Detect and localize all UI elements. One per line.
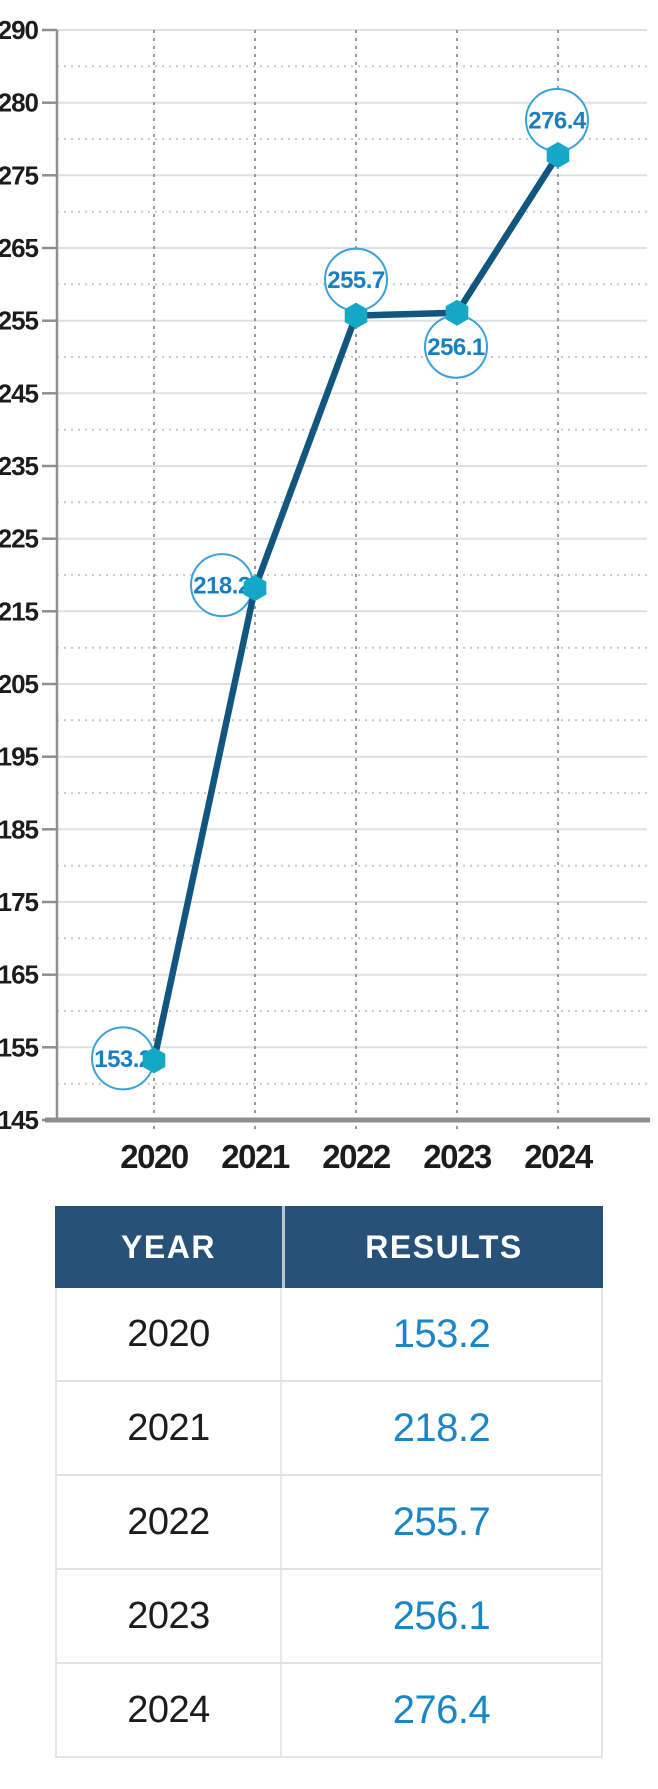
data-point-label: 276.4 [528, 108, 587, 135]
data-point-marker [243, 575, 267, 602]
y-axis-tick-label: 185 [0, 814, 39, 844]
y-axis-tick-label: 235 [0, 451, 39, 481]
y-axis-tick-label: 255 [0, 306, 39, 336]
y-axis-tick-label: 165 [0, 960, 39, 990]
data-point-marker [546, 142, 570, 168]
y-axis-tick-label: 155 [0, 1032, 39, 1062]
data-point-label: 255.7 [327, 267, 385, 294]
x-axis-label: 2024 [524, 1138, 594, 1175]
y-axis-tick-label: 215 [0, 596, 39, 626]
y-axis-tick-label: 280 [0, 88, 39, 118]
y-axis-tick-label: 225 [0, 524, 39, 554]
year-cell: 2020 [57, 1288, 282, 1380]
table-header-year: YEAR [121, 1228, 216, 1265]
table-row: 2021 218.2 [57, 1382, 601, 1476]
y-axis-tick-label: 275 [0, 160, 39, 190]
table-header-row: YEAR RESULTS [55, 1206, 603, 1288]
result-cell: 256.1 [392, 1593, 491, 1638]
table-row: 2023 256.1 [57, 1570, 601, 1664]
data-point-marker [344, 302, 368, 329]
data-point-label: 218.2 [193, 573, 251, 600]
x-axis-label: 2022 [322, 1138, 391, 1175]
x-axis-label: 2021 [221, 1138, 290, 1175]
year-cell: 2022 [57, 1476, 282, 1568]
table-row: 2024 276.4 [57, 1664, 601, 1756]
table-row: 2020 153.2 [57, 1288, 601, 1382]
y-axis-tick-label: 290 [0, 15, 39, 45]
y-axis-tick-label: 195 [0, 742, 39, 772]
line-chart-svg: 290 280 275 265 255 245 235 225 215 205 195 185 175 1… [0, 15, 650, 1175]
result-cell: 276.4 [392, 1687, 491, 1732]
y-axis-tick-label: 265 [0, 233, 39, 263]
y-axis-tick-label: 245 [0, 378, 39, 408]
result-cell: 153.2 [392, 1311, 491, 1356]
y-axis-tick-label: 145 [0, 1105, 39, 1135]
result-cell: 218.2 [392, 1405, 491, 1450]
data-point-marker [445, 299, 469, 326]
x-axis-label: 2020 [120, 1138, 188, 1175]
y-axis-tick-label: 175 [0, 887, 39, 917]
data-point-marker [142, 1047, 166, 1074]
result-cell: 255.7 [392, 1499, 491, 1544]
y-axis-tick-label: 205 [0, 669, 39, 699]
year-cell: 2021 [57, 1382, 282, 1474]
results-table: YEAR RESULTS 2020 153.2 2021 218.2 2022 255.7… [55, 1206, 603, 1758]
year-cell: 2024 [57, 1664, 282, 1756]
data-point-label: 256.1 [427, 334, 485, 361]
table-body: 2020 153.2 2021 218.2 2022 255.7 2023 256.1 2024… [55, 1288, 603, 1758]
x-axis-label: 2023 [423, 1138, 492, 1175]
line-chart: 290 280 275 265 255 245 235 225 215 205 195 185 175 1… [0, 15, 650, 1175]
year-cell: 2023 [57, 1570, 282, 1662]
table-row: 2022 255.7 [57, 1476, 601, 1570]
table-header-results: RESULTS [282, 1206, 603, 1288]
